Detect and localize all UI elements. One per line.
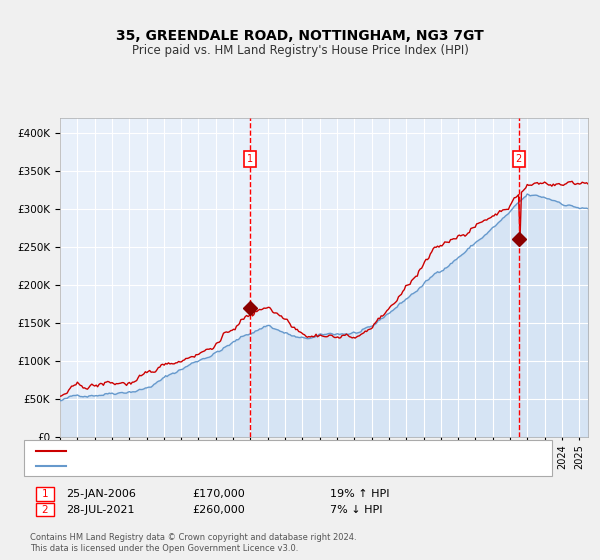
Text: HPI: Average price, detached house, City of Nottingham: HPI: Average price, detached house, City… — [72, 461, 346, 471]
Text: Contains HM Land Registry data © Crown copyright and database right 2024.
This d: Contains HM Land Registry data © Crown c… — [30, 534, 356, 553]
Text: 7% ↓ HPI: 7% ↓ HPI — [330, 505, 383, 515]
Text: 19% ↑ HPI: 19% ↑ HPI — [330, 489, 389, 499]
Text: £260,000: £260,000 — [192, 505, 245, 515]
Text: 35, GREENDALE ROAD, NOTTINGHAM, NG3 7GT: 35, GREENDALE ROAD, NOTTINGHAM, NG3 7GT — [116, 29, 484, 44]
Text: 1: 1 — [247, 154, 253, 164]
Text: 2: 2 — [41, 505, 49, 515]
Text: Price paid vs. HM Land Registry's House Price Index (HPI): Price paid vs. HM Land Registry's House … — [131, 44, 469, 57]
Text: 25-JAN-2006: 25-JAN-2006 — [66, 489, 136, 499]
Text: 35, GREENDALE ROAD, NOTTINGHAM, NG3 7GT (detached house): 35, GREENDALE ROAD, NOTTINGHAM, NG3 7GT … — [72, 446, 394, 456]
Text: 28-JUL-2021: 28-JUL-2021 — [66, 505, 134, 515]
Text: £170,000: £170,000 — [192, 489, 245, 499]
Text: 1: 1 — [41, 489, 49, 499]
Text: 2: 2 — [515, 154, 522, 164]
